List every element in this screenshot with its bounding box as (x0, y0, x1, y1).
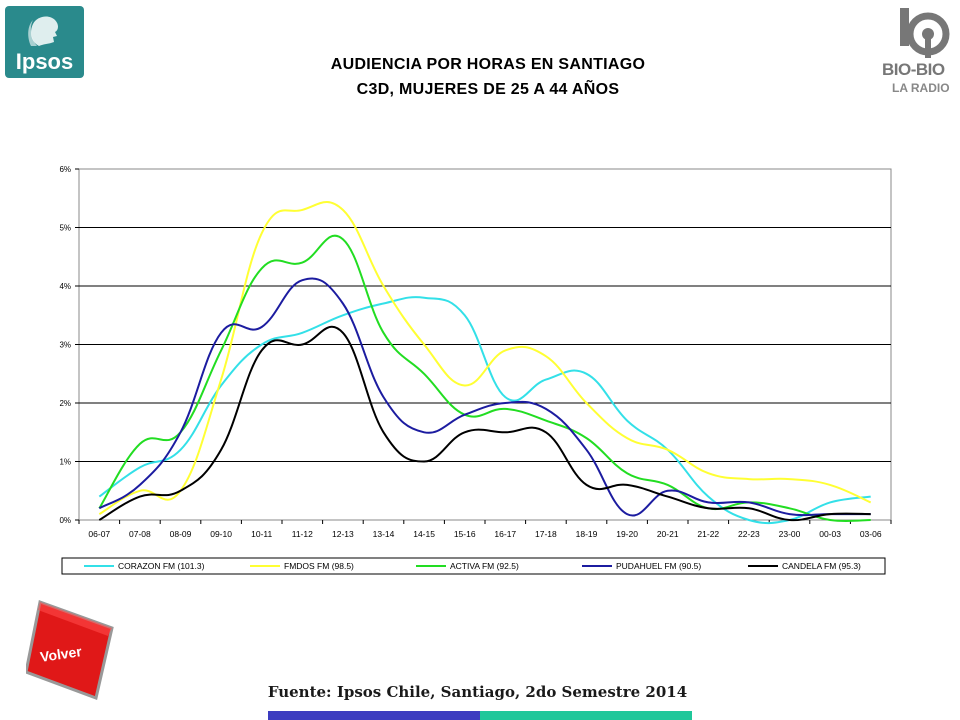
legend-label: CORAZON FM (101.3) (118, 561, 205, 571)
x-tick-label: 10-11 (251, 529, 272, 539)
x-tick-label: 12-13 (332, 529, 354, 539)
legend-label: FMDOS FM (98.5) (284, 561, 354, 571)
footer-bar-blue (268, 711, 480, 720)
x-tick-label: 20-21 (657, 529, 679, 539)
source-note: Fuente: Ipsos Chile, Santiago, 2do Semes… (267, 683, 688, 701)
x-tick-label: 03-06 (860, 529, 882, 539)
x-tick-label: 11-12 (292, 529, 313, 539)
series-line-1 (98, 296, 871, 525)
y-tick-label: 6% (59, 165, 71, 174)
x-tick-label: 14-15 (413, 529, 435, 539)
footer-bar-teal (480, 711, 692, 720)
biobio-logo: BIO-BIO LA RADIO (880, 6, 954, 100)
volver-shape-icon (24, 599, 114, 701)
y-tick-label: 1% (59, 458, 71, 467)
y-tick-label: 0% (59, 516, 71, 525)
x-tick-label: 09-10 (210, 529, 232, 539)
page-title: AUDIENCIA POR HORAS EN SANTIAGO (330, 56, 646, 73)
x-tick-label: 23-00 (779, 529, 801, 539)
series-line-5 (98, 325, 871, 522)
x-tick-label: 07-08 (129, 529, 151, 539)
volver-button[interactable]: Volver (24, 599, 116, 701)
series-line-4 (98, 277, 871, 517)
x-tick-label: 18-19 (576, 529, 598, 539)
y-tick-label: 4% (59, 282, 71, 291)
page-subtitle: C3D, MUJERES DE 25 A 44 AÑOS (356, 81, 620, 98)
y-tick-label: 3% (59, 341, 71, 350)
legend-label: ACTIVA FM (92.5) (450, 561, 519, 571)
x-tick-label: 16-17 (494, 529, 516, 539)
legend-label: PUDAHUEL FM (90.5) (616, 561, 701, 571)
x-tick-label: 22-23 (738, 529, 760, 539)
x-tick-label: 08-09 (170, 529, 192, 539)
biobio-logo-subtext: LA RADIO (892, 81, 950, 95)
biobio-emblem-icon (900, 8, 950, 58)
ipsos-head-icon (28, 16, 58, 46)
y-tick-label: 2% (59, 399, 71, 408)
legend-label: CANDELA FM (95.3) (782, 561, 861, 571)
ipsos-logo: Ipsos (5, 6, 84, 78)
biobio-logo-text: BIO-BIO (882, 60, 945, 79)
y-tick-label: 5% (59, 224, 71, 233)
legend-box (61, 557, 886, 575)
x-tick-label: 13-14 (373, 529, 395, 539)
x-tick-label: 17-18 (535, 529, 557, 539)
x-tick-label: 19-20 (616, 529, 638, 539)
ipsos-logo-text: Ipsos (15, 49, 74, 74)
x-tick-label: 21-22 (697, 529, 719, 539)
x-tick-label: 06-07 (88, 529, 110, 539)
series-line-2 (98, 201, 872, 516)
x-tick-label: 15-16 (454, 529, 476, 539)
x-tick-label: 00-03 (819, 529, 841, 539)
